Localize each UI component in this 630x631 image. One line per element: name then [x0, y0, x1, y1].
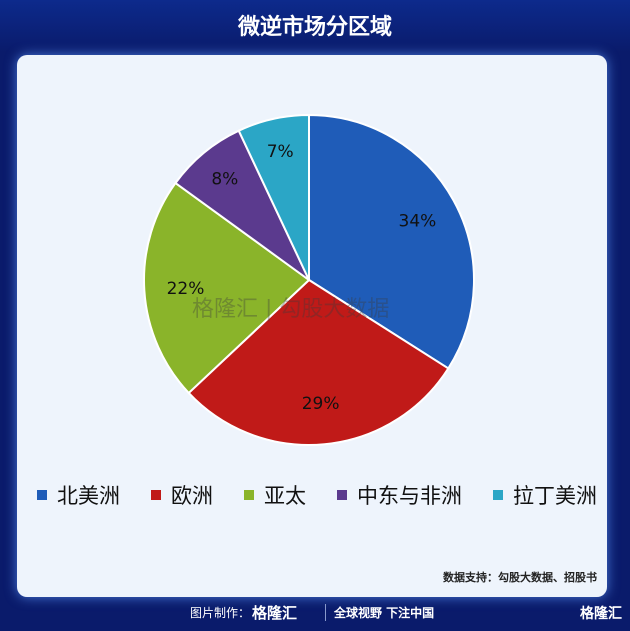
data-label: 7% — [267, 142, 294, 162]
data-label: 29% — [302, 394, 340, 414]
legend-item: 欧洲 — [151, 480, 213, 510]
pie-slice-5 — [237, 113, 310, 281]
legend-label: 拉丁美洲 — [513, 484, 597, 508]
chart-title: 微逆市场分区域 — [0, 0, 630, 52]
legend-item: 亚太 — [244, 480, 306, 510]
data-label: 34% — [399, 211, 437, 231]
pie-chart: 34% 29% 22% 8% 7% — [143, 113, 475, 446]
legend-item: 中东与非洲 — [337, 480, 462, 510]
data-label: 8% — [211, 169, 238, 189]
legend-swatch — [37, 490, 47, 500]
footer-label: 图片制作： — [190, 606, 251, 620]
legend-label: 亚太 — [264, 484, 306, 508]
pie-slice-3 — [143, 181, 311, 395]
corner-brand-logo: 格隆汇 — [580, 606, 622, 622]
chart-card: 34% 29% 22% 8% 7% 格隆汇 | 勾股大数据 北美洲 欧洲 亚太 中东与非洲 拉丁… — [17, 55, 607, 597]
footer-brand-logo: 格隆汇 — [252, 604, 298, 622]
footer: 图片制作： 格隆汇 全球视野 下注中国 格隆汇 — [0, 600, 630, 631]
pie-slice-2 — [187, 278, 450, 446]
legend-swatch — [337, 490, 347, 500]
legend-swatch — [244, 490, 254, 500]
legend: 北美洲 欧洲 亚太 中东与非洲 拉丁美洲 — [37, 480, 597, 510]
legend-item: 北美洲 — [37, 480, 120, 510]
legend-swatch — [151, 490, 161, 500]
legend-label: 北美洲 — [57, 484, 120, 508]
footer-slogan: 全球视野 下注中国 — [325, 604, 434, 621]
legend-swatch — [493, 490, 503, 500]
data-label: 22% — [167, 279, 205, 299]
legend-label: 欧洲 — [171, 484, 213, 508]
legend-item: 拉丁美洲 — [493, 480, 597, 510]
legend-label: 中东与非洲 — [357, 484, 462, 508]
watermark: 格隆汇 | 勾股大数据 — [192, 297, 390, 322]
source-note: 数据支持：勾股大数据、招股书 — [443, 571, 597, 584]
